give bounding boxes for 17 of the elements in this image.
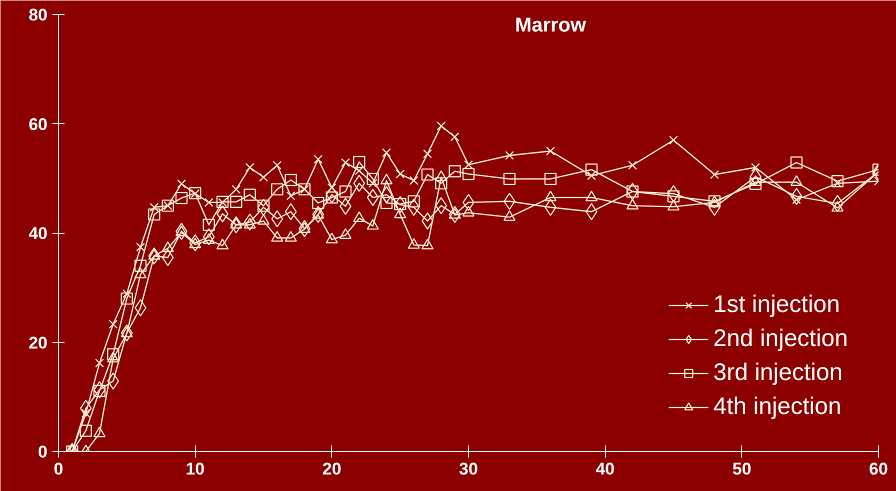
y-tick-label: 40 (28, 224, 48, 243)
x-tick-label: 60 (869, 460, 888, 478)
legend-label: 1st injection (713, 291, 840, 319)
x-tick-label: 10 (186, 460, 205, 478)
y-tick-label: 80 (28, 6, 48, 24)
x-tick-label: 20 (322, 460, 342, 478)
y-tick-label: 20 (28, 333, 48, 352)
x-tick-label: 40 (596, 460, 615, 478)
x-tick-label: 0 (54, 460, 64, 478)
x-tick-label: 30 (459, 460, 478, 478)
legend-label: 4th injection (713, 393, 842, 421)
chart-title: Marrow (514, 14, 587, 36)
y-tick-label: 0 (38, 442, 48, 462)
x-tick-label: 50 (732, 460, 752, 478)
y-tick-label: 60 (28, 114, 48, 134)
legend-label: 2nd injection (713, 325, 848, 353)
legend-label: 3rd injection (713, 359, 843, 387)
